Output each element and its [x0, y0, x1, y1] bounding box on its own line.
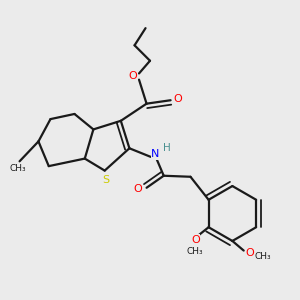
Text: O: O — [191, 235, 200, 244]
Text: O: O — [174, 94, 182, 103]
Text: O: O — [245, 248, 254, 258]
Text: N: N — [151, 149, 159, 160]
Text: S: S — [102, 175, 109, 185]
Text: CH₃: CH₃ — [255, 252, 272, 261]
Text: CH₃: CH₃ — [187, 248, 203, 256]
Text: O: O — [128, 71, 137, 81]
Text: H: H — [163, 142, 170, 153]
Text: O: O — [134, 184, 142, 194]
Text: CH₃: CH₃ — [10, 164, 26, 173]
